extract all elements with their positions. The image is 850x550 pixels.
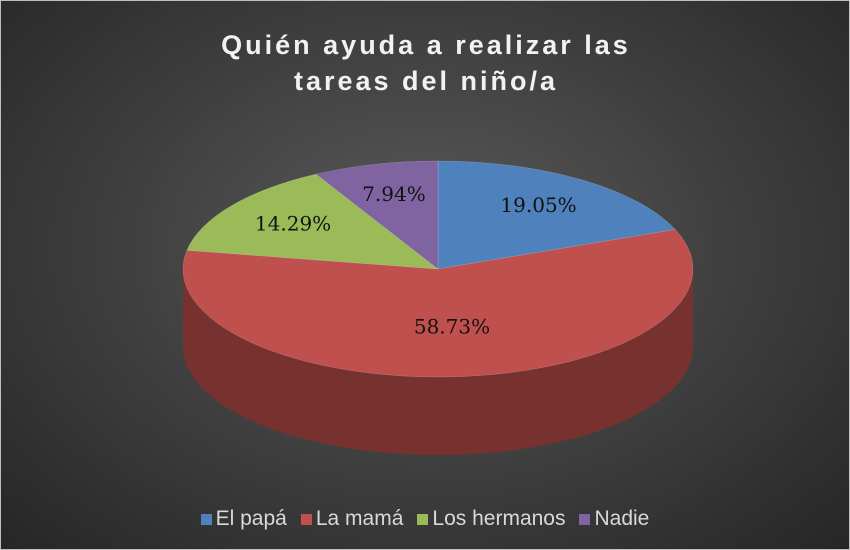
legend-label: La mamá xyxy=(315,507,404,530)
data-label: 7.94% xyxy=(362,182,426,206)
slice xyxy=(182,229,694,378)
data-label: 14.29% xyxy=(255,211,331,235)
legend-swatch xyxy=(417,513,429,525)
legend: El papá La mamá Los hermanos Nadie xyxy=(1,507,849,531)
legend-item: Nadie xyxy=(579,507,649,531)
legend-label: Nadie xyxy=(594,507,650,530)
data-label: 19.05% xyxy=(500,193,576,217)
legend-swatch xyxy=(200,513,212,525)
chart-title: Quién ayuda a realizar las tareas del ni… xyxy=(221,30,631,96)
legend-item: La mamá xyxy=(300,507,404,531)
slice xyxy=(186,173,439,270)
legend-label: Los hermanos xyxy=(432,507,566,530)
legend-swatch xyxy=(300,513,312,525)
slice-side xyxy=(183,269,693,455)
slice xyxy=(315,160,439,270)
legend-swatch xyxy=(579,513,591,525)
data-label: 58.73% xyxy=(414,315,490,339)
legend-item: El papá xyxy=(200,507,287,531)
legend-label: El papá xyxy=(215,507,287,530)
legend-item: Los hermanos xyxy=(417,507,565,531)
slice xyxy=(437,160,676,270)
